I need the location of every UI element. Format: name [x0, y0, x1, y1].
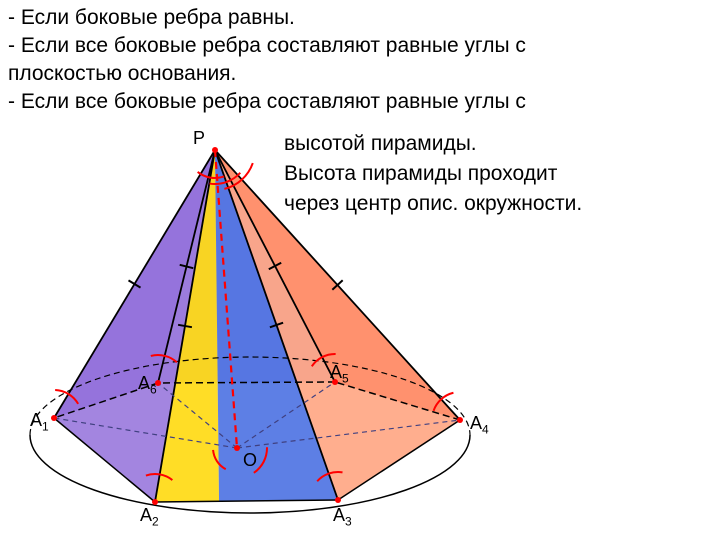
- pyramid-diagram: [0, 0, 720, 540]
- label-A2: A2: [140, 505, 159, 529]
- label-O: O: [243, 450, 257, 471]
- label-A3: A3: [333, 505, 352, 529]
- label-A4: A4: [470, 413, 489, 437]
- label-A1: A1: [30, 410, 49, 434]
- label-A6: A6: [138, 373, 157, 397]
- label-A5: A5: [330, 362, 349, 386]
